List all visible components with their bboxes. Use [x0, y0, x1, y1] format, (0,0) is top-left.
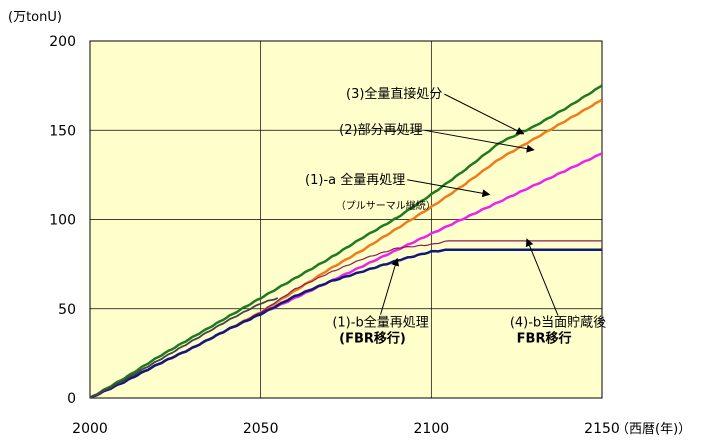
- x-axis-label: （西暦(年)）: [616, 422, 691, 437]
- annotation-a1a: (1)-a 全量再処理: [305, 172, 405, 188]
- annotation-arrow-a2: [424, 129, 535, 153]
- y-tick-label: 100: [49, 213, 76, 229]
- annotation-a4b_sub: FBR移行: [517, 331, 572, 347]
- x-tick-label: 2100: [414, 421, 450, 437]
- x-tick-label: 2050: [243, 421, 279, 437]
- annotation-arrow-a4b: [525, 238, 559, 316]
- series-line-s3: [90, 84, 602, 398]
- y-tick-label: 200: [49, 34, 76, 50]
- annotation-arrow-a1b: [380, 257, 400, 315]
- annotation-a3: (3)全量直接処分: [346, 86, 442, 102]
- series-layer: [90, 84, 602, 398]
- series-line-s1b: [90, 248, 602, 398]
- y-tick-label: 0: [67, 391, 76, 407]
- annotation-layer: (3)全量直接処分 (2)部分再処理 (1)-a 全量再処理 （プルサーマル継続） (1…: [305, 86, 606, 347]
- annotation-a1b_sub: (FBR移行): [339, 331, 406, 347]
- tick-labels: 0 50 100 150 200 2000 2050 2100 2150: [49, 34, 620, 437]
- y-tick-label: 150: [49, 123, 76, 139]
- annotation-arrow-a1a: [407, 179, 491, 198]
- y-axis-label: (万tonU): [8, 10, 62, 25]
- annotation-arrow-a3: [444, 93, 525, 135]
- x-tick-label: 2150: [584, 421, 620, 437]
- x-tick-label: 2000: [72, 421, 108, 437]
- annotation-a4b: (4)-b当面貯蔵後: [510, 316, 606, 331]
- series-line-sgray: [90, 297, 279, 398]
- grid-lines: [90, 41, 602, 398]
- annotation-a2: (2)部分再処理: [339, 123, 422, 138]
- annotation-a1b: (1)-b全量再処理: [332, 315, 428, 331]
- annotation-a1a_sub: （プルサーマル継続）: [336, 199, 436, 212]
- y-tick-label: 50: [58, 302, 76, 318]
